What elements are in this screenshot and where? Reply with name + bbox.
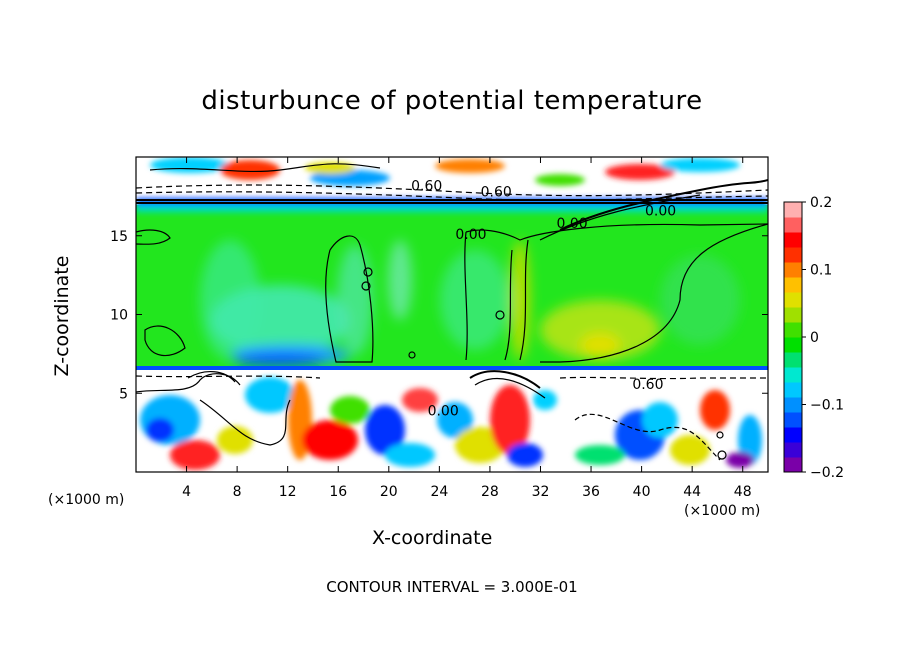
contour-interval-note: CONTOUR INTERVAL = 3.000E-01 xyxy=(326,578,578,596)
contour-value-label: 0.00 xyxy=(645,204,676,220)
colorbar-tick-label: 0.1 xyxy=(810,263,832,279)
colorbar-swatch xyxy=(784,277,802,293)
colorbar-swatch xyxy=(784,247,802,263)
colorbar-swatch xyxy=(784,352,802,368)
colorbar-swatch xyxy=(784,427,802,443)
colorbar-tick-label: 0.2 xyxy=(810,195,832,211)
colorbar-swatch xyxy=(784,202,802,218)
y-tick-label: 15 xyxy=(110,229,128,245)
contour-value-label: 0.60 xyxy=(411,178,442,194)
heatmap-field xyxy=(136,157,768,472)
x-tick-label: 4 xyxy=(182,484,191,500)
x-axis-label: X-coordinate xyxy=(372,527,493,549)
colorbar: 0.2 0.1 0 −0.1 −0.2 xyxy=(783,195,844,481)
contour-value-label: 0.00 xyxy=(428,404,459,420)
y-tick-label: 5 xyxy=(119,386,128,402)
chart-title: disturbunce of potential temperature xyxy=(201,86,703,116)
contour-labels: 0.60 0.60 0.00 0.00 0.00 0.60 0.00 xyxy=(411,178,676,419)
colorbar-swatch xyxy=(784,457,802,473)
colorbar-swatch xyxy=(784,232,802,248)
x-unit-label-left: (×1000 m) xyxy=(48,492,125,508)
colorbar-swatch xyxy=(784,337,802,353)
colorbar-swatch xyxy=(784,442,802,458)
colorbar-swatch xyxy=(784,217,802,233)
x-tick-label: 12 xyxy=(279,484,297,500)
colorbar-swatch xyxy=(784,397,802,413)
x-tick-label: 32 xyxy=(532,484,550,500)
colorbar-swatch xyxy=(784,292,802,308)
x-unit-label-right: (×1000 m) xyxy=(684,503,761,519)
colorbar-tick-label: −0.1 xyxy=(810,398,844,414)
contour-value-label: 0.60 xyxy=(481,185,512,201)
x-axis-ticks: 4 8 12 16 20 24 28 32 36 40 44 48 xyxy=(182,157,752,500)
x-tick-label: 40 xyxy=(633,484,651,500)
x-tick-label: 28 xyxy=(481,484,499,500)
x-tick-label: 8 xyxy=(233,484,242,500)
x-tick-label: 20 xyxy=(380,484,398,500)
colorbar-tick-label: −0.2 xyxy=(810,465,844,481)
colorbar-swatch xyxy=(784,382,802,398)
x-tick-label: 36 xyxy=(582,484,600,500)
contour-value-label: 0.00 xyxy=(556,216,587,232)
x-tick-label: 16 xyxy=(329,484,347,500)
colorbar-swatch xyxy=(784,367,802,383)
colorbar-swatch xyxy=(784,262,802,278)
colorbar-tick-label: 0 xyxy=(810,330,819,346)
colorbar-swatch xyxy=(784,307,802,323)
y-tick-label: 10 xyxy=(110,308,128,324)
colorbar-swatch xyxy=(784,322,802,338)
y-axis-ticks: 5 10 15 xyxy=(110,229,768,402)
contour-value-label: 0.00 xyxy=(455,227,486,243)
y-axis-label: Z-coordinate xyxy=(51,255,73,377)
x-tick-label: 48 xyxy=(734,484,752,500)
colorbar-swatch xyxy=(784,412,802,428)
contour-value-label: 0.60 xyxy=(632,377,663,393)
x-tick-label: 24 xyxy=(430,484,448,500)
x-tick-label: 44 xyxy=(683,484,701,500)
